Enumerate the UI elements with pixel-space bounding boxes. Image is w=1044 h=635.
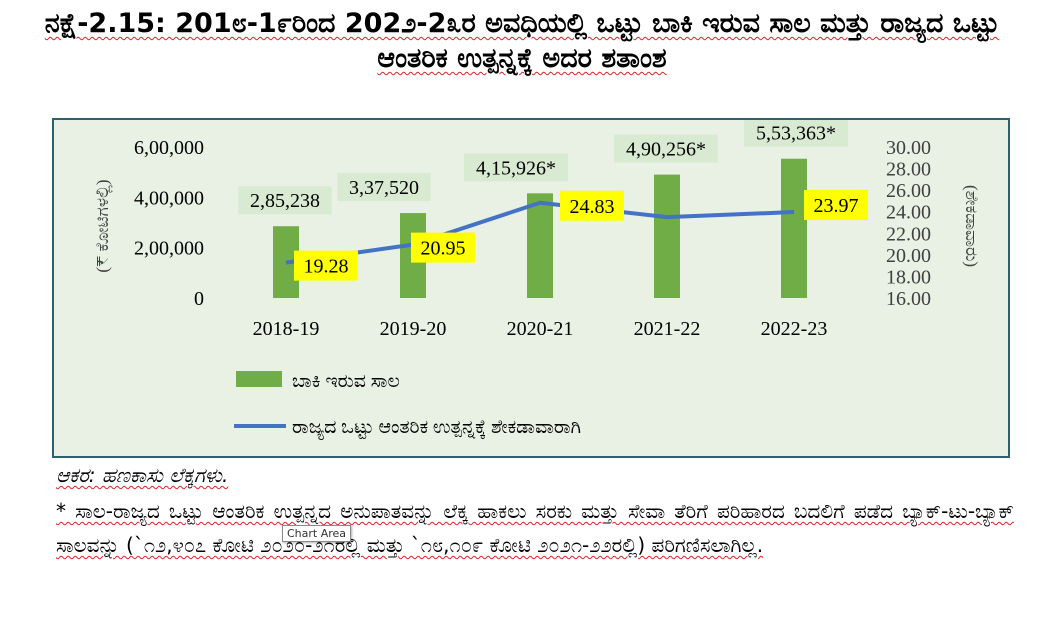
y2-tick-label: 30.00	[886, 137, 931, 159]
legend-bar-label: ಬಾಕಿ ಇರುವ ಸಾಲ	[292, 371, 400, 392]
bar-data-label: 4,15,926*	[476, 157, 556, 179]
y2-tick-label: 20.00	[886, 245, 931, 267]
bar-data-label-box	[744, 118, 848, 147]
y2-axis-title: (ಶೇಕಡಾವಾರು)	[962, 185, 981, 267]
y-tick-label: 0	[194, 288, 204, 310]
chart-area[interactable]: 2,85,238 3,37,520 4,15,926* 4,90,256* 5,53,3…	[52, 118, 1010, 458]
bar-data-label: 2,85,238	[250, 190, 320, 212]
footnote: * ಸಾಲ-ರಾಜ್ಯದ ಒಟ್ಟು ಆಂತರಿಕ ಉತ್ಪನ್ನದ ಅನುಪಾ…	[56, 499, 1014, 557]
bar-data-label-box	[614, 134, 718, 163]
line-data-label: 23.97	[814, 195, 859, 217]
bar[interactable]	[781, 158, 807, 298]
chart-title: ನಕ್ಷೆ-2.15: 201೮-1೯ರಿಂದ 202೨-2೩ರ ಅವಧಿಯಲ್…	[44, 8, 1000, 74]
y-tick-label: 2,00,000	[134, 238, 204, 260]
y-tick-label: 4,00,000	[134, 187, 204, 209]
line-data-label: 20.95	[421, 238, 466, 260]
line-series[interactable]	[285, 200, 795, 265]
bar-data-label-box	[464, 153, 568, 182]
bar-data-label-box	[337, 173, 431, 202]
line-data-label-box	[411, 232, 475, 263]
y2-tick-label: 24.00	[886, 202, 931, 224]
y2-tick-label: 16.00	[886, 288, 931, 310]
bar-data-label-box	[238, 186, 332, 215]
bar-data-label: 4,90,256*	[626, 139, 706, 161]
y2-tick-label: 26.00	[886, 180, 931, 202]
x-tick-label: 2021-22	[634, 318, 701, 340]
chart-area-tooltip: Chart Area	[282, 525, 352, 542]
bar[interactable]	[654, 174, 680, 298]
line-data-label-box	[804, 190, 868, 221]
x-tick-label: 2019-20	[380, 318, 447, 340]
y2-tick-label: 18.00	[886, 266, 931, 288]
bar[interactable]	[527, 193, 553, 298]
source-note: ಆಕರ: ಹಣಕಾಸು ಲೆಕ್ಕಗಳು.	[56, 463, 229, 487]
y2-tick-label: 22.00	[886, 223, 931, 245]
y2-tick-label: 28.00	[886, 159, 931, 181]
bar-data-label: 3,37,520	[349, 177, 419, 199]
x-tick-label: 2020-21	[507, 318, 574, 340]
line-data-label-box	[294, 250, 358, 281]
y-axis-title: (₹ ಕೋಟಿಗಳಲ್ಲಿ)	[93, 179, 113, 272]
legend-line-label: ರಾಜ್ಯದ ಒಟ್ಟು ಆಂತರಿಕ ಉತ್ಪನ್ನಕ್ಕೆ ಶೇಕಡಾವಾರ…	[292, 417, 581, 441]
line-data-label: 19.28	[304, 256, 349, 278]
y-tick-label: 6,00,000	[134, 137, 204, 159]
x-tick-label: 2018-19	[253, 318, 320, 340]
line-data-label: 24.83	[570, 196, 615, 218]
x-tick-label: 2022-23	[761, 318, 828, 340]
bar-data-label: 5,53,363*	[756, 123, 836, 145]
line-data-label-box	[560, 190, 624, 221]
legend-bar-swatch	[236, 371, 282, 387]
combo-chart: 2,85,238 3,37,520 4,15,926* 4,90,256* 5,53,3…	[93, 118, 981, 441]
